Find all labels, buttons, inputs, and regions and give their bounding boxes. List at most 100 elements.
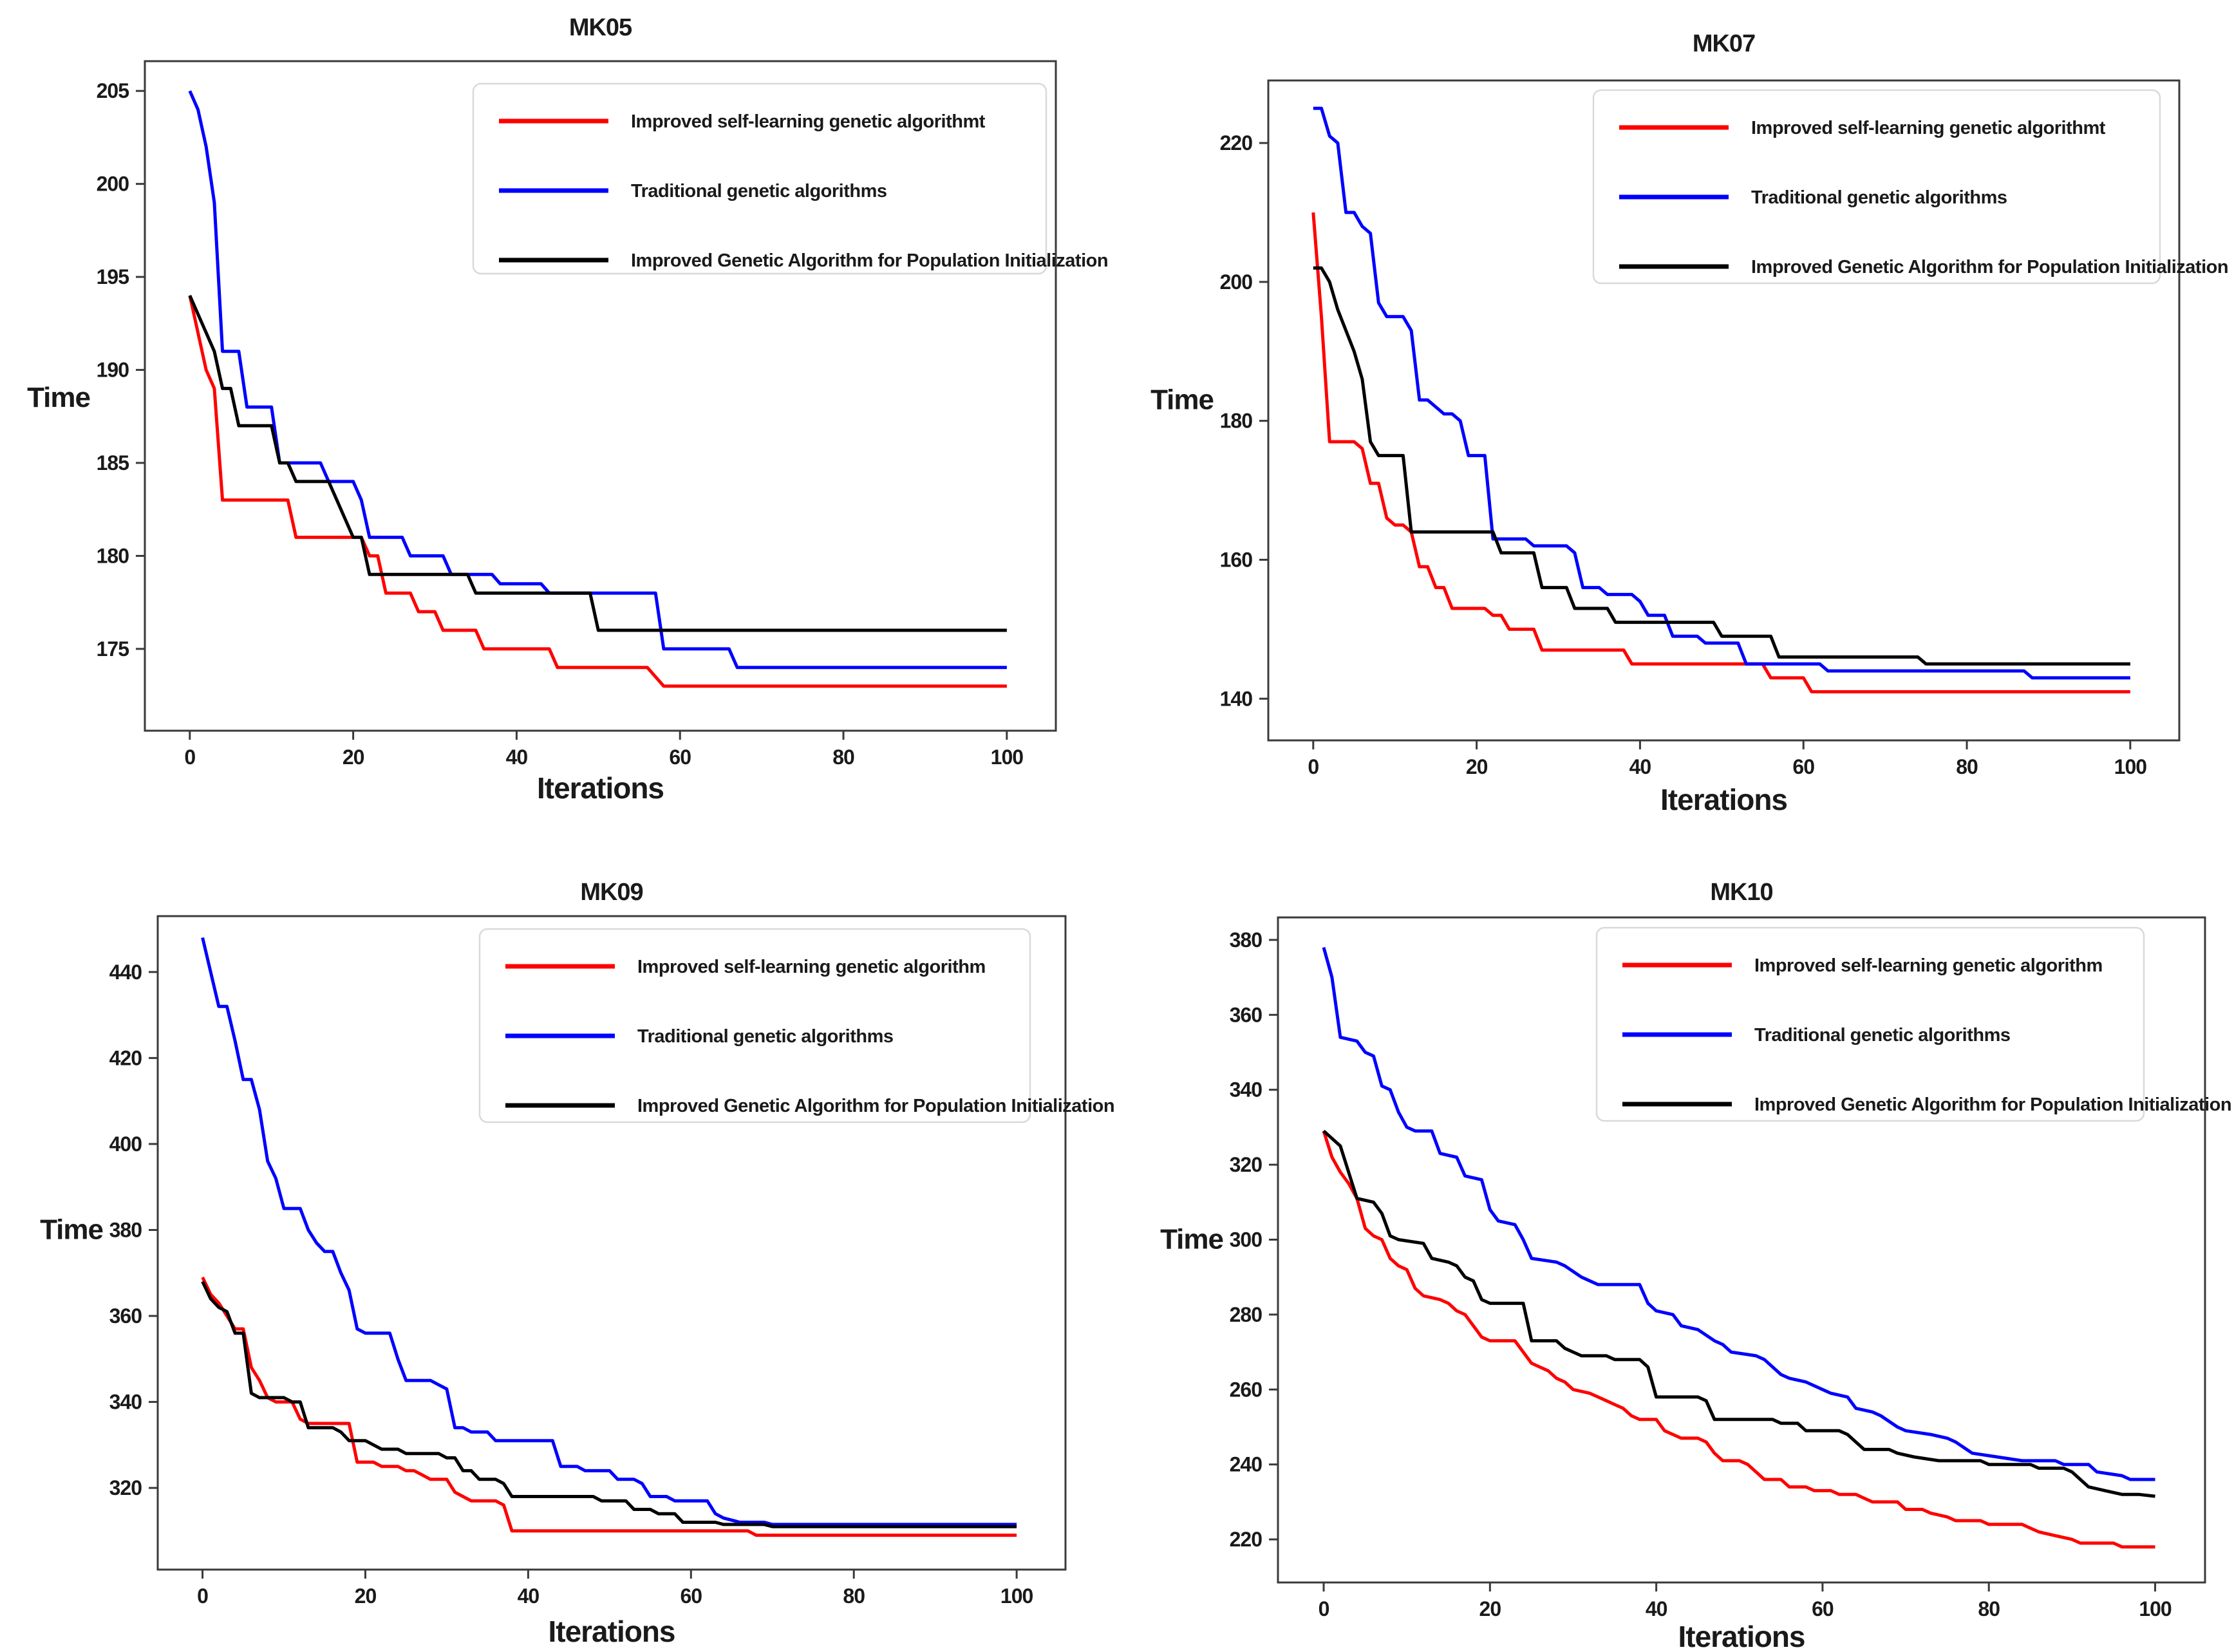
mk10-x-tick-label: 80 xyxy=(1978,1597,2000,1620)
mk09-y-tick-label: 400 xyxy=(109,1132,142,1156)
chart-panel-mk07: 140 160 180 200 220 0 20 40 60 80 100 MK07 Iteration… xyxy=(1117,0,2234,826)
mk10-line-tga xyxy=(1322,946,2155,1481)
mk09-xlabel: Iterations xyxy=(548,1615,675,1648)
mk07-x-tick-label: 0 xyxy=(1308,755,1319,778)
mk05-y-tick-label: 200 xyxy=(97,173,129,196)
mk09-y-tick-label: 440 xyxy=(109,961,142,984)
mk10-y-tick-label: 340 xyxy=(1230,1078,1262,1102)
mk07-line-tga xyxy=(1313,106,2130,680)
mk09-legend-label-islga: Improved self-learning genetic algorithm xyxy=(637,957,986,977)
mk05-x-tick-label: 0 xyxy=(184,746,195,769)
mk09-y-tick-label: 380 xyxy=(109,1218,142,1241)
mk05-x-tick-label: 80 xyxy=(832,746,854,769)
mk09-line-tga xyxy=(201,937,1017,1526)
mk10-y-tick-label: 360 xyxy=(1230,1003,1262,1026)
mk07-line-igapi xyxy=(1313,266,2130,666)
mk07-ylabel: Time xyxy=(1150,384,1214,415)
mk05-ylabel: Time xyxy=(27,382,90,413)
mk07-x-tick-label: 40 xyxy=(1629,755,1651,778)
mk07-y-tick-label: 220 xyxy=(1220,131,1253,155)
mk07-title: MK07 xyxy=(1693,30,1755,57)
mk10-legend-label-tga: Traditional genetic algorithms xyxy=(1754,1025,2011,1046)
mk05-x-tick-label: 40 xyxy=(506,746,528,769)
mk05-y-tick-label: 205 xyxy=(97,79,129,102)
mk05-legend-label-tga: Traditional genetic algorithms xyxy=(631,181,887,202)
mk07-line-islga xyxy=(1311,212,2130,693)
mk05-y-tick-label: 190 xyxy=(97,359,129,382)
mk10-y-tick-label: 260 xyxy=(1230,1378,1262,1401)
mk07-y-tick-label: 160 xyxy=(1220,548,1253,571)
mk05-x-tick-label: 100 xyxy=(991,746,1024,769)
mk05-line-igapi xyxy=(188,294,1007,632)
chart-svg-mk10: 220 240 260 280 300 320 340 360 380 0 20 40 60 80 100 M… xyxy=(1160,879,2231,1652)
mk07-y-tick-label: 140 xyxy=(1220,687,1253,710)
mk05-y-tick-label: 195 xyxy=(97,265,129,288)
mk05-title: MK05 xyxy=(569,14,632,41)
mk09-y-tick-label: 340 xyxy=(109,1391,142,1414)
chart-svg-mk09: 320 340 360 380 400 420 440 0 20 40 60 80 100 MK09 Ite… xyxy=(40,879,1114,1648)
mk05-legend-label-igapi: Improved Genetic Algorithm for Populatio… xyxy=(631,250,1108,271)
mk10-y-tick-label: 300 xyxy=(1230,1228,1262,1251)
mk05-xlabel: Iterations xyxy=(537,771,664,805)
mk10-x-tick-label: 20 xyxy=(1479,1597,1501,1620)
mk09-x-tick-label: 0 xyxy=(197,1584,208,1608)
mk05-x-tick-label: 60 xyxy=(669,746,691,769)
mk05-y-tick-label: 185 xyxy=(97,451,129,474)
mk10-legend-label-islga: Improved self-learning genetic algorithm xyxy=(1754,955,2103,976)
mk10-x-tick-label: 100 xyxy=(2139,1597,2172,1620)
mk09-x-tick-label: 40 xyxy=(518,1584,540,1608)
mk09-y-tick-label: 320 xyxy=(109,1476,142,1499)
mk10-y-tick-label: 380 xyxy=(1230,928,1262,952)
mk05-legend-box xyxy=(472,82,1047,275)
chart-panel-mk09: 320 340 360 380 400 420 440 0 20 40 60 80 100 MK09 Ite… xyxy=(0,826,1117,1652)
mk10-line-igapi xyxy=(1322,1129,2155,1498)
mk07-xlabel: Iterations xyxy=(1660,783,1787,816)
mk10-xlabel: Iterations xyxy=(1678,1620,1805,1652)
mk10-ylabel: Time xyxy=(1160,1223,1223,1255)
mk09-legend-box xyxy=(478,928,1031,1123)
mk07-legend-label-islga: Improved self-learning genetic algorithm… xyxy=(1751,118,2106,138)
mk10-legend-box xyxy=(1595,926,2145,1122)
mk05-x-tick-label: 20 xyxy=(343,746,364,769)
mk10-y-tick-label: 240 xyxy=(1230,1453,1262,1476)
mk09-ylabel: Time xyxy=(40,1214,103,1245)
mk07-x-tick-label: 60 xyxy=(1792,755,1814,778)
mk05-y-tick-label: 175 xyxy=(97,637,129,661)
mk10-y-tick-label: 220 xyxy=(1230,1528,1262,1551)
mk10-x-tick-label: 0 xyxy=(1319,1597,1329,1620)
mk10-y-tick-label: 320 xyxy=(1230,1153,1262,1176)
mk05-legend-label-islga: Improved self-learning genetic algorithm… xyxy=(631,111,986,132)
mk09-title: MK09 xyxy=(580,879,643,906)
mk10-line-islga xyxy=(1322,1130,2155,1549)
mk09-legend-label-tga: Traditional genetic algorithms xyxy=(637,1026,894,1047)
mk09-y-tick-label: 420 xyxy=(109,1046,142,1069)
mk09-x-tick-label: 100 xyxy=(1000,1584,1033,1608)
mk07-y-tick-label: 200 xyxy=(1220,270,1253,294)
mk05-y-tick-label: 180 xyxy=(97,544,129,567)
chart-svg-mk07: 140 160 180 200 220 0 20 40 60 80 100 MK07 Iteration… xyxy=(1150,30,2228,816)
mk10-x-tick-label: 60 xyxy=(1812,1597,1834,1620)
mk09-legend-label-igapi: Improved Genetic Algorithm for Populatio… xyxy=(637,1096,1114,1116)
mk10-y-tick-label: 280 xyxy=(1230,1303,1262,1326)
mk09-y-tick-label: 360 xyxy=(109,1304,142,1328)
mk07-x-tick-label: 100 xyxy=(2114,755,2147,778)
mk05-line-islga xyxy=(188,295,1007,688)
mk10-x-tick-label: 40 xyxy=(1646,1597,1667,1620)
chart-panel-mk05: 175 180 185 190 195 200 205 0 20 40 60 80 100 MK05 Ite… xyxy=(0,0,1117,826)
mk07-legend-box xyxy=(1592,89,2161,285)
chart-panel-mk10: 220 240 260 280 300 320 340 360 380 0 20 40 60 80 100 M… xyxy=(1117,826,2234,1652)
mk07-y-tick-label: 180 xyxy=(1220,409,1253,433)
mk09-line-igapi xyxy=(201,1281,1017,1528)
mk05-line-tga xyxy=(188,90,1007,670)
mk07-legend-label-tga: Traditional genetic algorithms xyxy=(1751,187,2007,208)
mk10-title: MK10 xyxy=(1710,879,1772,906)
mk07-legend-label-igapi: Improved Genetic Algorithm for Populatio… xyxy=(1751,257,2228,277)
mk09-x-tick-label: 80 xyxy=(843,1584,865,1608)
mk09-x-tick-label: 60 xyxy=(680,1584,702,1608)
mk09-x-tick-label: 20 xyxy=(355,1584,377,1608)
mk10-legend-label-igapi: Improved Genetic Algorithm for Populatio… xyxy=(1754,1094,2231,1115)
chart-svg-mk05: 175 180 185 190 195 200 205 0 20 40 60 80 100 MK05 Ite… xyxy=(27,14,1108,805)
mk07-x-tick-label: 20 xyxy=(1466,755,1488,778)
mk07-x-tick-label: 80 xyxy=(1956,755,1978,778)
